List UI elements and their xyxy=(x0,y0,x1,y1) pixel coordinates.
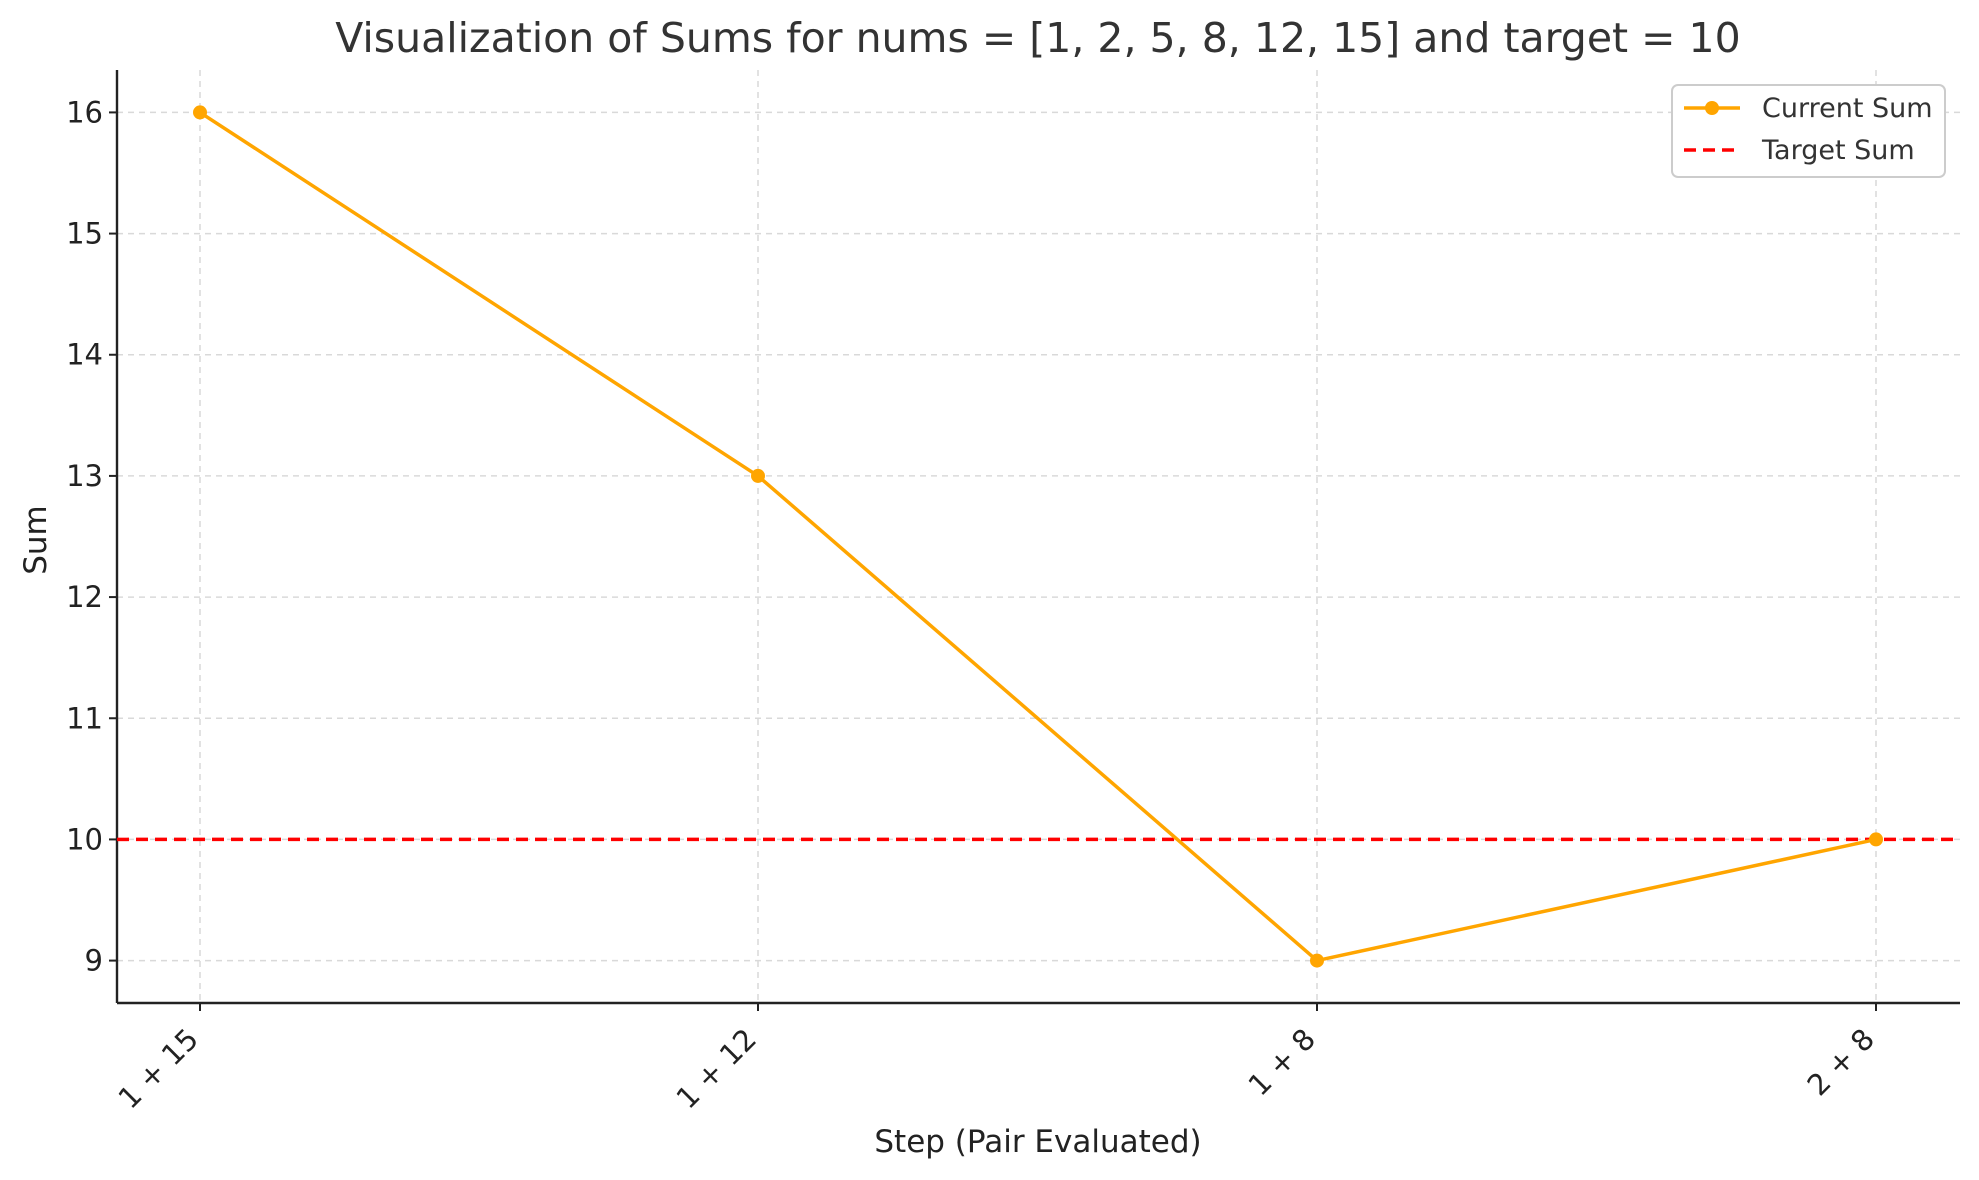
y-tick-label: 13 xyxy=(66,459,103,493)
y-tick-label: 16 xyxy=(66,95,103,129)
x-tick-label: 2 + 8 xyxy=(1801,1022,1881,1102)
series xyxy=(193,105,1883,968)
ticks: 9 10 11 12 13 14 15 16 1 + 15 1 + 12 1 + 8 2 + 8 xyxy=(66,95,1881,1115)
x-axis-label: Step (Pair Evaluated) xyxy=(874,1124,1201,1160)
y-tick-label: 9 xyxy=(85,944,103,978)
x-tick-label: 1 + 12 xyxy=(670,1022,763,1115)
legend-current-sum-label: Current Sum xyxy=(1762,93,1933,124)
current-sum-point xyxy=(1869,832,1883,847)
legend: Current Sum Target Sum xyxy=(1671,84,1946,178)
x-tick-label: 1 + 15 xyxy=(112,1022,205,1115)
chart-title: Visualization of Sums for nums = [1, 2, … xyxy=(335,14,1740,62)
current-sum-point xyxy=(193,105,207,120)
current-sum-line xyxy=(198,110,1878,963)
y-tick-label: 10 xyxy=(66,822,103,856)
y-tick-label: 11 xyxy=(66,701,103,735)
legend-target-sum-label: Target Sum xyxy=(1761,135,1915,166)
y-tick-label: 14 xyxy=(66,338,103,372)
current-sum-point xyxy=(1310,953,1324,968)
axes xyxy=(115,70,1960,1005)
legend-box xyxy=(1671,84,1946,178)
x-tick-label: 1 + 8 xyxy=(1242,1022,1322,1102)
y-axis-label: Sum xyxy=(18,505,54,575)
grid xyxy=(117,70,1960,1003)
y-tick-label: 15 xyxy=(66,217,103,251)
legend-current-sum-marker xyxy=(1705,101,1719,115)
current-sum-point xyxy=(751,468,765,483)
y-tick-label: 12 xyxy=(66,580,103,614)
